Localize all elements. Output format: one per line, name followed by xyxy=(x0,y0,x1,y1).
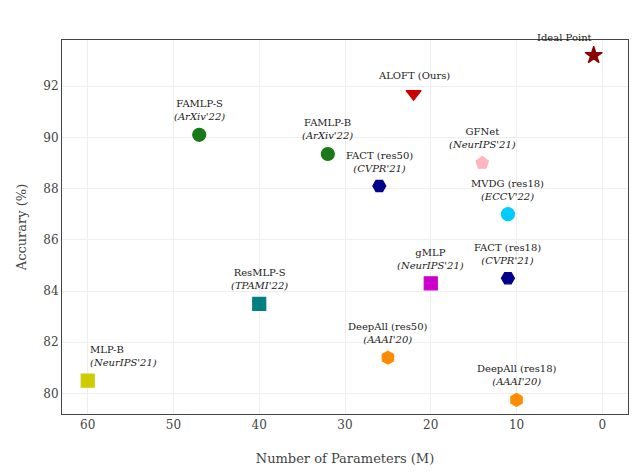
svg-text:ResMLP-S(TPAMI'22): ResMLP-S(TPAMI'22) xyxy=(231,267,288,291)
svg-text:90: 90 xyxy=(43,131,58,145)
svg-text:Number of Parameters (M): Number of Parameters (M) xyxy=(256,451,435,466)
svg-text:60: 60 xyxy=(80,418,95,432)
svg-text:GFNet(NeurIPS'21): GFNet(NeurIPS'21) xyxy=(449,126,516,150)
svg-text:84: 84 xyxy=(43,284,59,298)
svg-text:DeepAll (res18)(AAAI'20): DeepAll (res18)(AAAI'20) xyxy=(477,363,557,387)
svg-text:Accurary (%): Accurary (%) xyxy=(14,184,29,271)
svg-text:30: 30 xyxy=(337,418,352,432)
svg-text:20: 20 xyxy=(423,418,438,432)
svg-text:10: 10 xyxy=(509,418,524,432)
svg-text:86: 86 xyxy=(43,233,58,247)
svg-text:88: 88 xyxy=(43,182,58,196)
svg-text:Ideal Point: Ideal Point xyxy=(537,32,592,43)
svg-text:MLP-B(NeurIPS'21): MLP-B(NeurIPS'21) xyxy=(90,344,157,368)
svg-text:40: 40 xyxy=(252,418,267,432)
svg-text:FACT (res18)(CVPR'21): FACT (res18)(CVPR'21) xyxy=(474,242,541,266)
svg-text:ALOFT (Ours): ALOFT (Ours) xyxy=(378,70,450,81)
svg-text:FAMLP-B(ArXiv'22): FAMLP-B(ArXiv'22) xyxy=(302,117,353,141)
svg-text:82: 82 xyxy=(43,335,58,349)
svg-text:80: 80 xyxy=(43,387,58,401)
svg-text:FAMLP-S(ArXiv'22): FAMLP-S(ArXiv'22) xyxy=(174,98,225,122)
svg-text:DeepAll (res50)(AAAI'20): DeepAll (res50)(AAAI'20) xyxy=(348,321,428,345)
svg-text:92: 92 xyxy=(43,79,58,93)
svg-text:FACT (res50)(CVPR'21): FACT (res50)(CVPR'21) xyxy=(346,150,413,174)
svg-text:50: 50 xyxy=(166,418,181,432)
svg-text:MVDG (res18)(ECCV'22): MVDG (res18)(ECCV'22) xyxy=(471,178,544,202)
svg-text:0: 0 xyxy=(598,418,606,432)
svg-text:gMLP(NeurIPS'21): gMLP(NeurIPS'21) xyxy=(397,247,464,271)
